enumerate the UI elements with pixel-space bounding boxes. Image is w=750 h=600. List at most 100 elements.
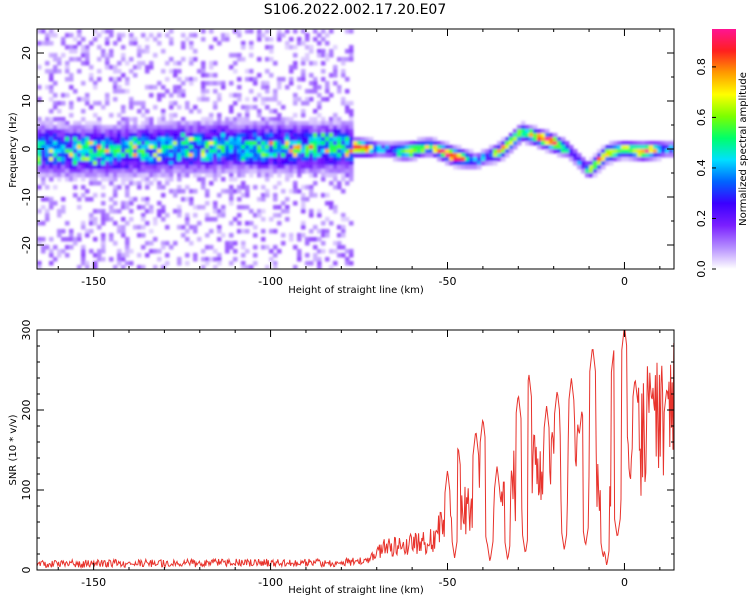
spectrogram-cell bbox=[53, 81, 58, 86]
spectrogram-cell bbox=[185, 253, 190, 258]
spectrogram-cell bbox=[181, 45, 186, 50]
spectrogram-cell bbox=[317, 209, 322, 214]
spectrogram-cell bbox=[101, 257, 106, 262]
spectrogram-cell bbox=[157, 157, 162, 162]
spectrogram-cell bbox=[181, 165, 186, 170]
spectrogram-cell bbox=[209, 161, 214, 166]
spectrogram-cell bbox=[265, 121, 270, 126]
spectrogram-cell bbox=[153, 173, 158, 178]
spectrogram-cell bbox=[341, 145, 346, 150]
spectrogram-cell bbox=[141, 101, 146, 106]
spectrogram-cell bbox=[93, 193, 98, 198]
spectrogram-cell bbox=[329, 133, 334, 138]
spectrogram-cell bbox=[285, 205, 290, 210]
spectrogram-cell bbox=[101, 157, 106, 162]
spectrogram-cell bbox=[77, 149, 82, 154]
spectrogram-cell bbox=[301, 121, 306, 126]
spectrogram-cell bbox=[41, 177, 46, 182]
spectrogram-cell bbox=[169, 93, 174, 98]
spectrogram-cell bbox=[273, 157, 278, 162]
spectrogram-cell bbox=[597, 153, 602, 158]
spectrogram-cell bbox=[237, 153, 242, 158]
spectrogram-cell bbox=[305, 185, 310, 190]
spectrogram-cell bbox=[241, 149, 246, 154]
spectrogram-cell bbox=[185, 129, 190, 134]
spectrogram-cell bbox=[313, 133, 318, 138]
spectrogram-cell bbox=[45, 133, 50, 138]
spectrogram-cell bbox=[261, 149, 266, 154]
spectrogram-cell bbox=[421, 149, 426, 154]
spectrogram-cell bbox=[65, 165, 70, 170]
spectrogram-cell bbox=[121, 53, 126, 58]
spectrogram-cell bbox=[41, 29, 46, 34]
spectrogram-cell bbox=[177, 177, 182, 182]
spectrogram-cell bbox=[117, 185, 122, 190]
spectrogram-cell bbox=[217, 117, 222, 122]
spectrogram-cell bbox=[465, 149, 470, 154]
spectrogram-cell bbox=[89, 197, 94, 202]
spectrogram-cell bbox=[217, 225, 222, 230]
spectrogram-cell bbox=[141, 137, 146, 142]
spectrogram-cell bbox=[49, 129, 54, 134]
spectrogram-cell bbox=[205, 153, 210, 158]
spectrogram-cell bbox=[321, 97, 326, 102]
spectrogram-cell bbox=[317, 261, 322, 266]
spectrogram-cell bbox=[637, 149, 642, 154]
spectrogram-cell bbox=[245, 133, 250, 138]
spectrogram-cell bbox=[313, 257, 318, 262]
spectrogram-cell bbox=[325, 229, 330, 234]
spectrogram-cell bbox=[89, 65, 94, 70]
spectrogram-cell bbox=[317, 169, 322, 174]
spectrogram-cell bbox=[161, 69, 166, 74]
spectrogram-cell bbox=[349, 153, 354, 158]
spectrogram-cell bbox=[337, 157, 342, 162]
spectrogram-cell bbox=[109, 125, 114, 130]
spectrogram-cell bbox=[337, 57, 342, 62]
spectrogram-cell bbox=[241, 181, 246, 186]
spectrogram-cell bbox=[649, 149, 654, 154]
spectrogram-cell bbox=[629, 141, 634, 146]
spectrogram-cell bbox=[45, 217, 50, 222]
spectrogram-cell bbox=[497, 149, 502, 154]
spectrogram-cell bbox=[173, 133, 178, 138]
spectrogram-cell bbox=[193, 157, 198, 162]
spectrogram-cell bbox=[101, 153, 106, 158]
spectrogram-cell bbox=[237, 161, 242, 166]
spectrogram-cell bbox=[161, 133, 166, 138]
spectrogram-cell bbox=[293, 65, 298, 70]
spectrogram-cell bbox=[641, 141, 646, 146]
spectrogram-cell bbox=[249, 129, 254, 134]
spectrogram-cell bbox=[241, 241, 246, 246]
spectrogram-cell bbox=[173, 169, 178, 174]
spectrogram-cell bbox=[237, 221, 242, 226]
spectrogram-cell bbox=[85, 173, 90, 178]
spectrogram-cell bbox=[189, 81, 194, 86]
spectrogram-cell bbox=[249, 77, 254, 82]
spectrogram-cell bbox=[205, 121, 210, 126]
spectrogram-cell bbox=[209, 145, 214, 150]
spectrogram-cell bbox=[297, 161, 302, 166]
spectrogram-cell bbox=[297, 125, 302, 130]
spectrogram-cell bbox=[125, 77, 130, 82]
spectrogram-cell bbox=[129, 69, 134, 74]
spectrogram-cell bbox=[609, 145, 614, 150]
spectrogram-cell bbox=[341, 153, 346, 158]
spectrogram-cell bbox=[145, 157, 150, 162]
spectrogram-cell bbox=[169, 149, 174, 154]
spectrogram-cell bbox=[185, 121, 190, 126]
spectrogram-cell bbox=[85, 133, 90, 138]
spectrogram-cell bbox=[269, 141, 274, 146]
spectrogram-cell bbox=[261, 173, 266, 178]
spectrogram-cell bbox=[265, 37, 270, 42]
spectrogram-cell bbox=[277, 129, 282, 134]
spectrogram-cell bbox=[85, 125, 90, 130]
spectrogram-cell bbox=[157, 133, 162, 138]
spectrogram-cell bbox=[185, 217, 190, 222]
spectrogram-cell bbox=[189, 149, 194, 154]
spectrogram-cell bbox=[297, 149, 302, 154]
spectrogram-cell bbox=[437, 145, 442, 150]
spectrogram-cell bbox=[97, 181, 102, 186]
spectrogram-cell bbox=[553, 137, 558, 142]
spectrogram-cell bbox=[237, 133, 242, 138]
spectrogram-cell bbox=[585, 165, 590, 170]
